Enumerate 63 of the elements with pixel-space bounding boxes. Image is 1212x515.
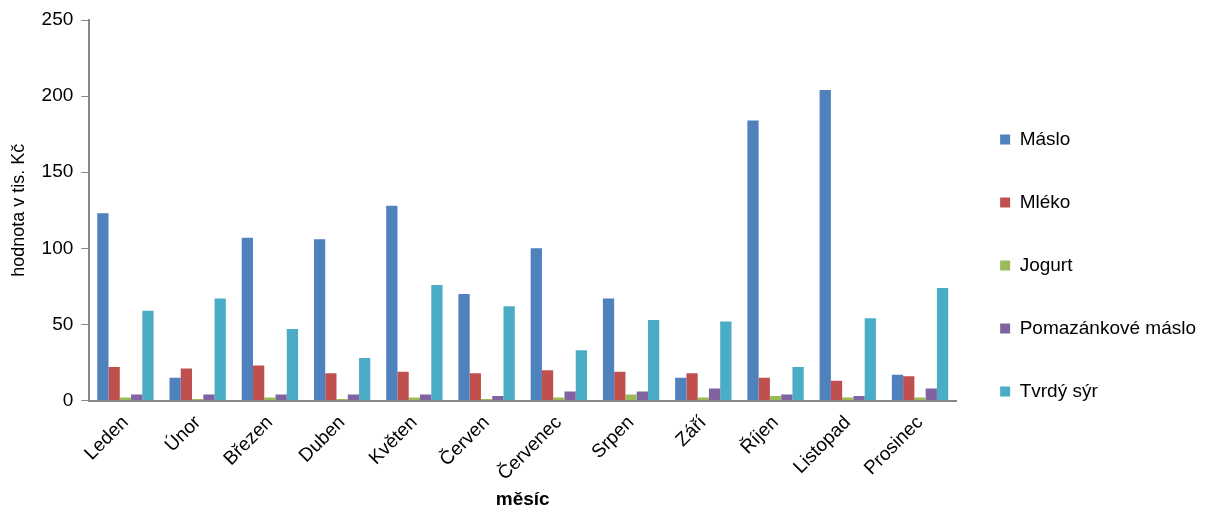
- bar: [386, 205, 398, 401]
- bar: [625, 394, 637, 401]
- bar: [431, 284, 443, 401]
- bar: [864, 318, 876, 401]
- bar: [97, 213, 109, 401]
- bar: [602, 298, 615, 401]
- bar: [830, 380, 843, 401]
- bar: [420, 394, 432, 401]
- legend-label: Tvrdý sýr: [1019, 379, 1099, 401]
- y-tick-label: 50: [52, 312, 74, 334]
- bar: [925, 388, 937, 401]
- bar: [675, 377, 687, 401]
- bar: [492, 396, 504, 401]
- bar: [647, 319, 660, 401]
- legend-label: Jogurt: [1019, 253, 1074, 275]
- bar: [347, 394, 360, 401]
- legend-label: Pomazánkové máslo: [1019, 316, 1197, 338]
- bar: [142, 310, 154, 401]
- bar: [313, 239, 326, 401]
- bar: [241, 237, 253, 401]
- legend-label: Mléko: [1019, 190, 1071, 212]
- bar: [853, 396, 865, 401]
- bar: [686, 373, 698, 401]
- y-tick-label: 200: [41, 84, 74, 106]
- bar: [781, 394, 793, 401]
- bar: [792, 367, 804, 401]
- y-tick-label: 100: [41, 236, 74, 258]
- bar: [636, 391, 648, 401]
- bar: [458, 294, 470, 401]
- bar: [503, 306, 515, 401]
- bar: [275, 394, 287, 401]
- bar: [108, 367, 120, 401]
- bar: [564, 391, 576, 401]
- bar: [469, 373, 481, 401]
- bar: [747, 120, 759, 401]
- bar: [397, 371, 409, 401]
- x-axis-title: měsíc: [495, 487, 551, 509]
- bar: [819, 90, 831, 401]
- bar: [720, 321, 732, 401]
- y-tick-label: 0: [62, 388, 74, 410]
- y-tick-label: 150: [41, 160, 74, 182]
- bar: [180, 368, 193, 401]
- bar: [758, 377, 770, 401]
- bar: [203, 394, 215, 401]
- bar: [891, 374, 904, 401]
- bar: [541, 370, 554, 401]
- bar: [169, 377, 181, 401]
- bar: [936, 287, 949, 401]
- bar: [708, 388, 721, 401]
- legend-label: Máslo: [1019, 127, 1071, 149]
- bar: [359, 357, 371, 401]
- bar: [252, 365, 265, 401]
- bar: [769, 396, 782, 401]
- bar: [325, 373, 337, 401]
- bar: [214, 298, 226, 401]
- bar: [530, 248, 542, 401]
- y-tick-label: 250: [41, 8, 74, 30]
- bar: [131, 394, 143, 401]
- bar: [286, 329, 299, 401]
- y-axis-title: hodnota v tis. Kč: [7, 143, 28, 277]
- bar: [614, 371, 626, 401]
- bar: [903, 376, 915, 401]
- bar: [575, 350, 588, 401]
